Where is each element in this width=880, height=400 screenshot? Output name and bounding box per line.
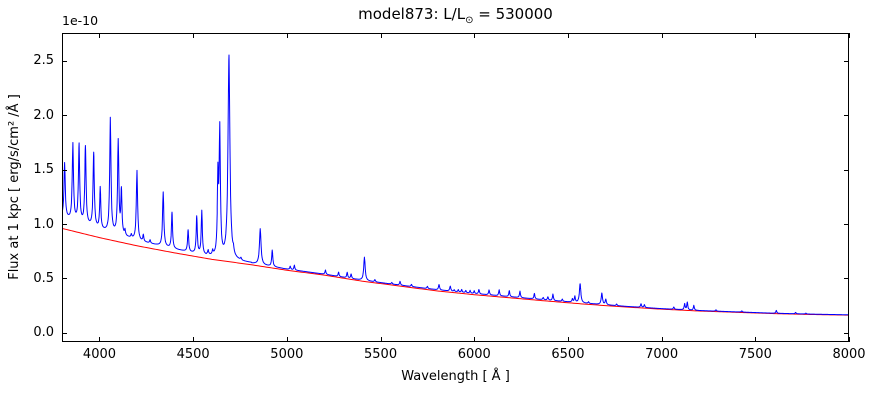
y-tick-label: 2.5 [33, 53, 54, 69]
x-tick-label: 7500 [738, 347, 772, 362]
y-tick-label: 0.0 [33, 325, 54, 341]
x-axis-label: Wavelength [ Å ] [401, 369, 510, 384]
sun-symbol: ⊙ [465, 15, 474, 26]
y-tick-label: 0.5 [33, 270, 54, 286]
x-tick-label: 4000 [82, 347, 117, 362]
chart-title: model873: L/L⊙ = 530000 [62, 5, 849, 26]
x-tick-label: 5000 [270, 347, 304, 362]
model-spectrum-line [62, 54, 849, 316]
x-tick-label: 7000 [645, 347, 679, 362]
x-tick-label: 6000 [457, 347, 491, 362]
x-tick-label: 5500 [364, 347, 398, 362]
x-tick-label: 6500 [551, 347, 585, 362]
x-tick-label: 8000 [832, 347, 866, 362]
x-tick-label: 4500 [176, 347, 210, 362]
chart-title-suffix: = 530000 [473, 5, 553, 23]
y-tick-label: 1.0 [33, 216, 54, 232]
axes-spines [62, 33, 849, 342]
axis-ticks [62, 33, 850, 342]
continuum-fit-line [62, 227, 849, 316]
chart-title-prefix: model873: L/L [358, 5, 466, 23]
y-tick-label: 1.5 [33, 162, 54, 178]
y-tick-label: 2.0 [33, 107, 54, 123]
y-axis-offset-label: 1e-10 [62, 13, 99, 28]
